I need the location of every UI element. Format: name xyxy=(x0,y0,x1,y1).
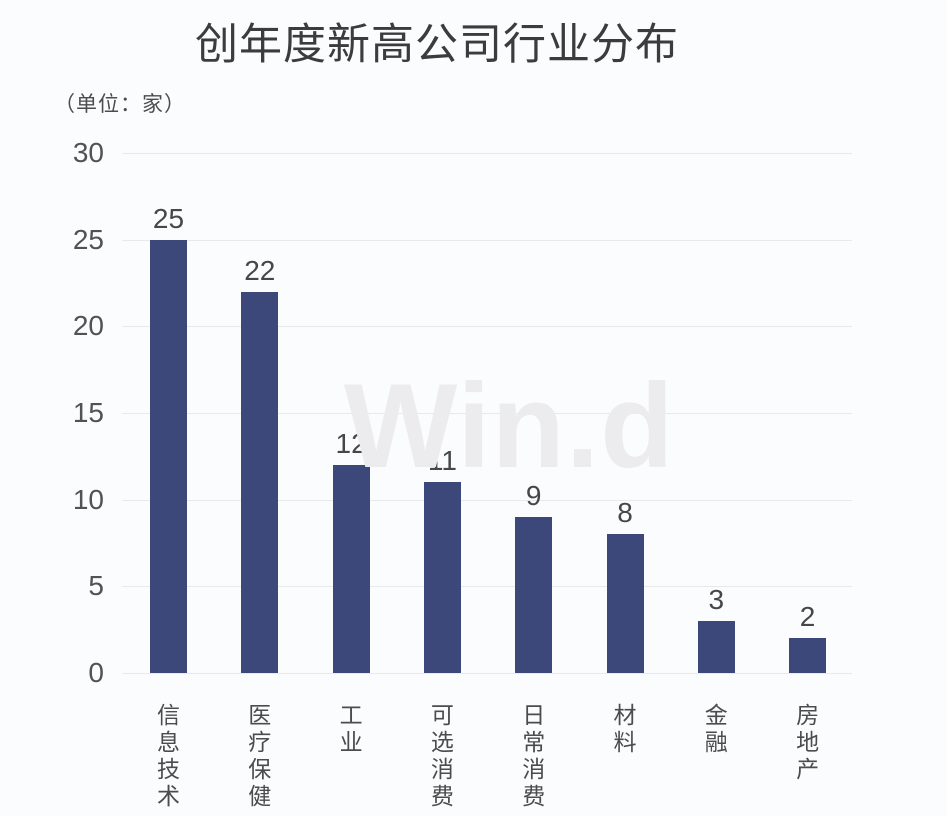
bar-value-label: 8 xyxy=(617,497,633,529)
bar xyxy=(606,534,644,673)
bar-value-label: 25 xyxy=(152,202,185,234)
bar xyxy=(789,638,827,673)
bar-value-label: 22 xyxy=(244,254,276,286)
chart-title: 创年度新高公司行业分布 xyxy=(195,21,679,69)
gridline xyxy=(122,153,852,154)
bar xyxy=(150,239,187,673)
category-label: 工业 xyxy=(339,702,363,755)
gridline xyxy=(122,239,852,241)
bar-value-label: 9 xyxy=(525,480,542,511)
category-label: 材料 xyxy=(613,702,637,755)
category-label: 金融 xyxy=(704,702,728,755)
bar xyxy=(515,517,553,673)
bar-value-label: 3 xyxy=(708,584,725,615)
category-label: 日常消费 xyxy=(522,702,546,809)
y-tick-label: 0 xyxy=(88,657,104,688)
gridline xyxy=(122,413,852,414)
y-tick-label: 20 xyxy=(72,310,104,342)
bar-value-label: 12 xyxy=(335,428,367,459)
y-tick-label: 30 xyxy=(72,137,104,168)
bar-value-label: 2 xyxy=(799,601,816,633)
unit-label: （单位：家） xyxy=(54,93,186,116)
y-tick-label: 25 xyxy=(72,223,104,255)
gridline xyxy=(122,673,852,674)
bar xyxy=(332,465,370,673)
gridline xyxy=(122,586,852,588)
wind-watermark: Win.d xyxy=(344,359,675,493)
category-label: 信息技术 xyxy=(157,702,180,809)
y-tick-label: 5 xyxy=(88,570,104,602)
bar xyxy=(241,291,279,673)
gridline xyxy=(122,499,852,501)
bar xyxy=(423,482,461,673)
gridline xyxy=(122,326,852,328)
category-label: 可选消费 xyxy=(430,702,454,809)
y-tick-label: 15 xyxy=(72,397,104,428)
category-label: 医疗保健 xyxy=(248,702,272,809)
category-label: 房地产 xyxy=(796,702,820,782)
bar xyxy=(697,621,735,673)
bar-value-label: 11 xyxy=(427,445,457,477)
y-tick-label: 10 xyxy=(72,483,104,515)
